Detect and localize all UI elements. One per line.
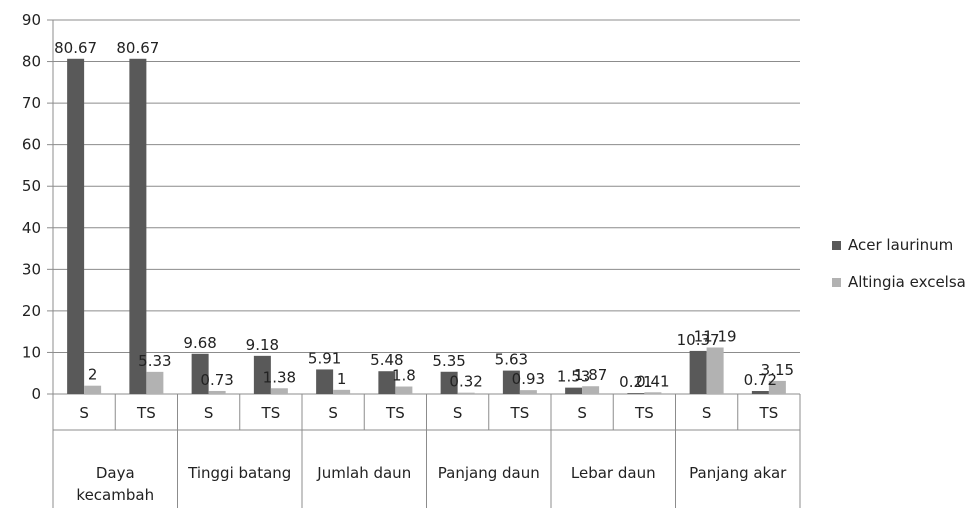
bar bbox=[644, 392, 662, 394]
bar bbox=[519, 390, 537, 394]
bar bbox=[129, 58, 147, 394]
legend-swatch bbox=[832, 241, 841, 250]
data-label: 0.73 bbox=[200, 371, 233, 389]
y-tick-label: 70 bbox=[22, 94, 41, 112]
legend-label: Acer laurinum bbox=[848, 236, 953, 254]
group-label: Daya bbox=[96, 464, 135, 482]
bar bbox=[440, 371, 458, 394]
bar bbox=[768, 380, 786, 394]
data-label: 9.18 bbox=[246, 336, 279, 354]
data-label: 5.48 bbox=[370, 351, 403, 369]
data-label: 5.63 bbox=[495, 351, 528, 369]
x-tick-label: TS bbox=[385, 404, 405, 422]
y-tick-label: 90 bbox=[22, 11, 41, 29]
group-label: Lebar daun bbox=[571, 464, 656, 482]
group-label: Panjang daun bbox=[438, 464, 540, 482]
bar bbox=[378, 371, 396, 394]
bar bbox=[146, 371, 164, 394]
bar bbox=[457, 392, 475, 394]
bar bbox=[270, 388, 288, 394]
y-tick-label: 50 bbox=[22, 177, 41, 195]
data-label: 80.67 bbox=[116, 39, 159, 57]
gridlines bbox=[53, 19, 800, 395]
bar bbox=[84, 385, 102, 394]
bar bbox=[395, 386, 413, 394]
group-label: Tinggi batang bbox=[187, 464, 291, 482]
data-label: 9.68 bbox=[183, 334, 216, 352]
legend-label: Altingia excelsa bbox=[848, 273, 966, 291]
data-label: 0.72 bbox=[744, 371, 777, 389]
data-label: 0.32 bbox=[449, 373, 482, 391]
bar bbox=[689, 350, 707, 394]
x-tick-label: S bbox=[453, 404, 463, 422]
y-tick-label: 20 bbox=[22, 302, 41, 320]
data-label: 0.93 bbox=[512, 370, 545, 388]
x-tick-label: TS bbox=[261, 404, 281, 422]
x-tick-label: TS bbox=[759, 404, 779, 422]
data-label: 0.41 bbox=[636, 372, 669, 390]
bar bbox=[191, 353, 209, 394]
data-label: 3.15 bbox=[761, 361, 794, 379]
bars bbox=[67, 58, 786, 394]
data-label: 1.53 bbox=[557, 368, 590, 386]
data-label: 1.87 bbox=[574, 366, 607, 384]
x-tick-label: S bbox=[204, 404, 214, 422]
x-tick-label: S bbox=[577, 404, 587, 422]
data-label: 11.19 bbox=[694, 327, 737, 345]
bar bbox=[582, 386, 600, 394]
y-axis: 0 10 20 30 40 50 60 70 80 90 bbox=[22, 11, 54, 403]
legend-swatch bbox=[832, 278, 841, 287]
data-label: 0.21 bbox=[619, 373, 652, 391]
data-label: 5.91 bbox=[308, 349, 341, 367]
data-label: 80.67 bbox=[54, 39, 97, 57]
x-tick-label: S bbox=[702, 404, 712, 422]
legend: Acer laurinum Altingia excelsa bbox=[832, 236, 966, 291]
bar bbox=[502, 370, 520, 394]
y-tick-label: 60 bbox=[22, 136, 41, 154]
y-tick-label: 80 bbox=[22, 53, 41, 71]
bar bbox=[253, 355, 271, 394]
x-tick-label: TS bbox=[634, 404, 654, 422]
data-label: 5.33 bbox=[138, 352, 171, 370]
bar bbox=[316, 369, 334, 394]
x-tick-label: S bbox=[79, 404, 89, 422]
data-label: 2 bbox=[88, 366, 98, 384]
bar bbox=[627, 393, 645, 394]
data-label: 1.8 bbox=[392, 367, 416, 385]
x-tick-label: TS bbox=[136, 404, 156, 422]
bar bbox=[565, 387, 583, 394]
x-tick-label: S bbox=[328, 404, 338, 422]
bar bbox=[208, 390, 226, 394]
data-labels: 80.67 2 80.67 5.33 9.68 0.73 9.18 1.38 5.91 1 5.48… bbox=[54, 39, 794, 391]
group-label: kecambah bbox=[76, 486, 154, 504]
bar bbox=[67, 58, 85, 394]
bar bbox=[751, 391, 769, 394]
bar bbox=[706, 347, 724, 394]
bar bbox=[333, 389, 351, 394]
group-label: Jumlah daun bbox=[316, 464, 411, 482]
group-label: Panjang akar bbox=[689, 464, 787, 482]
data-label: 1.38 bbox=[263, 368, 296, 386]
x-axis: S TS S TS S TS S TS S TS S TS Daya kecambah Tinggi bat… bbox=[52, 394, 801, 508]
x-tick-label: TS bbox=[510, 404, 530, 422]
data-label: 5.35 bbox=[432, 352, 465, 370]
y-tick-label: 0 bbox=[31, 385, 41, 403]
data-label: 10.37 bbox=[677, 331, 720, 349]
data-label: 1 bbox=[337, 370, 347, 388]
y-tick-label: 30 bbox=[22, 260, 41, 278]
y-tick-label: 10 bbox=[22, 343, 41, 361]
y-tick-label: 40 bbox=[22, 219, 41, 237]
